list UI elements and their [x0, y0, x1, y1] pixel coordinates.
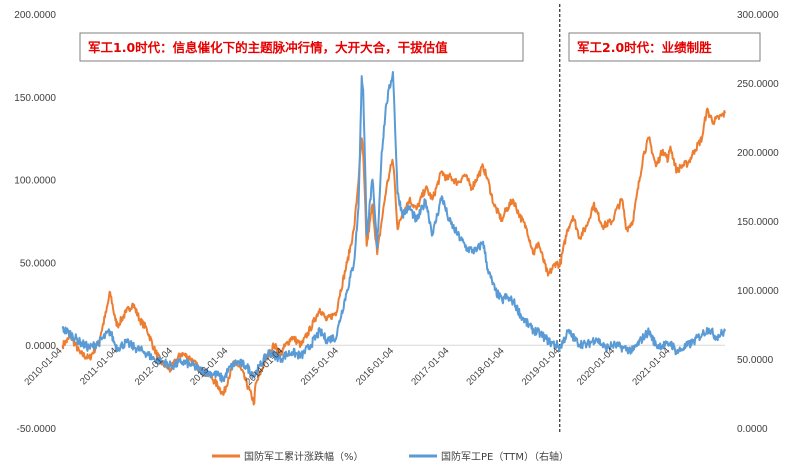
x-tick-label: 2020-01-04 [575, 346, 617, 388]
right-y-tick-label: 0.0000 [737, 424, 768, 435]
x-axis: 2010-01-04 2011-01-04 2012-01-04 2013-01-04… [22, 346, 672, 388]
legend-label-cum: 国防军工累计涨跌幅（%） [244, 450, 364, 463]
x-tick-label: 2021-01-04 [630, 346, 672, 388]
series-line-pe [61, 71, 726, 383]
right-y-tick-label: 150.0000 [737, 217, 779, 228]
x-tick-label: 2019-01-04 [520, 346, 562, 388]
annotation-era2-text: 军工2.0时代：业绩制胜 [577, 40, 712, 55]
right-y-tick-label: 50.0000 [737, 355, 774, 366]
right-y-tick-label: 200.0000 [737, 148, 779, 159]
legend: 国防军工累计涨跌幅（%） 国防军工PE（TTM）（右轴） [212, 450, 569, 463]
legend-label-pe: 国防军工PE（TTM）（右轴） [441, 450, 569, 463]
x-tick-label: 2017-01-04 [409, 346, 451, 388]
right-y-tick-label: 300.0000 [737, 10, 779, 21]
plot-area [61, 4, 726, 434]
right-y-tick-label: 250.0000 [737, 79, 779, 90]
x-tick-label: 2018-01-04 [465, 346, 507, 388]
left-y-tick-label: -50.0000 [17, 424, 57, 435]
left-y-tick-label: 0.0000 [25, 341, 56, 352]
annotation-era2: 军工2.0时代：业绩制胜 [568, 32, 761, 62]
legend-item-cum[interactable]: 国防军工累计涨跌幅（%） [212, 450, 364, 463]
annotation-era1: 军工1.0时代：信息催化下的主题脉冲行情，大开大合，干拔估值 [79, 32, 524, 62]
series-line-cum [61, 107, 726, 406]
right-y-axis: 300.0000 250.0000 200.0000 150.0000 100.0000… [737, 10, 779, 435]
left-y-tick-label: 200.0000 [14, 10, 56, 21]
x-tick-label: 2016-01-04 [354, 346, 396, 388]
right-y-tick-label: 100.0000 [737, 286, 779, 297]
left-y-tick-label: 50.0000 [20, 258, 57, 269]
left-y-tick-label: 150.0000 [14, 93, 56, 104]
left-y-tick-label: 100.0000 [14, 176, 56, 187]
legend-item-pe[interactable]: 国防军工PE（TTM）（右轴） [409, 450, 569, 463]
annotation-era1-text: 军工1.0时代：信息催化下的主题脉冲行情，大开大合，干拔估值 [88, 40, 448, 55]
left-y-axis: 200.0000 150.0000 100.0000 50.0000 0.0000 -50… [14, 10, 56, 435]
x-tick-label: 2011-01-04 [78, 346, 120, 388]
